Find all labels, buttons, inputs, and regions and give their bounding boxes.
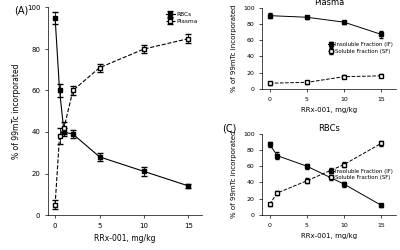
Title: Plasma: Plasma xyxy=(314,0,344,7)
Text: (A): (A) xyxy=(14,6,28,16)
Legend: RBCs, Plasma: RBCs, Plasma xyxy=(165,10,199,25)
Y-axis label: % of 99mTc incorporated: % of 99mTc incorporated xyxy=(232,131,238,218)
Legend: Insoluble Fraction (IF), Soluble Fraction (SF): Insoluble Fraction (IF), Soluble Fractio… xyxy=(328,42,393,54)
Legend: Insoluble Fraction (IF), Soluble Fraction (SF): Insoluble Fraction (IF), Soluble Fractio… xyxy=(328,168,393,181)
Title: RBCs: RBCs xyxy=(318,124,340,133)
X-axis label: RRx-001, mg/kg: RRx-001, mg/kg xyxy=(301,233,357,239)
X-axis label: RRx-001, mg/kg: RRx-001, mg/kg xyxy=(94,234,156,243)
Y-axis label: % of 99mTc incorporated: % of 99mTc incorporated xyxy=(12,64,21,159)
X-axis label: RRx-001, mg/kg: RRx-001, mg/kg xyxy=(301,107,357,113)
Text: (C): (C) xyxy=(222,124,236,134)
Y-axis label: % of 99mTc incorporated: % of 99mTc incorporated xyxy=(232,4,238,92)
